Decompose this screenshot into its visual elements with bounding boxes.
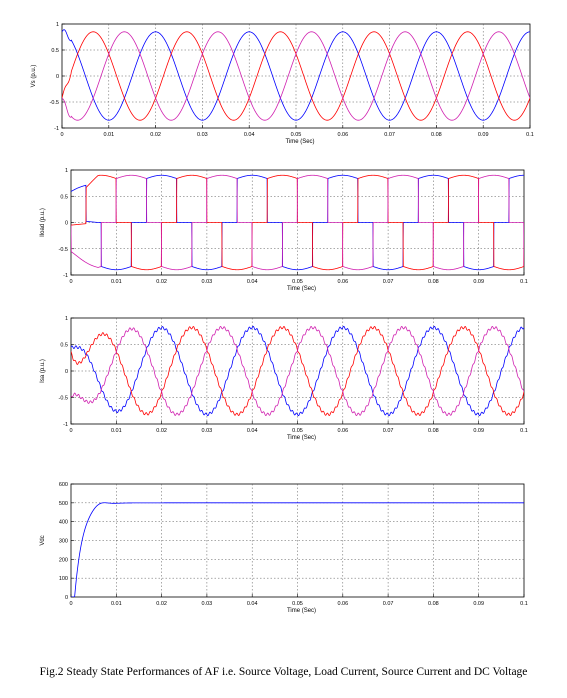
x-tick-label: 0.03 bbox=[202, 279, 213, 285]
chart-2: 0 0.01 0.02 0.03 0.04 0.05 0.06 0.07 0.08 0.09 0.1… bbox=[40, 168, 528, 292]
y-tick-label: 0 bbox=[65, 369, 68, 375]
x-tick-label: 0 bbox=[69, 279, 72, 285]
x-tick-label: 0 bbox=[60, 132, 63, 138]
y-tick-label: 400 bbox=[59, 520, 68, 526]
series-line-3 bbox=[62, 31, 530, 121]
x-tick-label: 0.05 bbox=[291, 132, 302, 138]
x-tick-label: 0.07 bbox=[383, 279, 394, 285]
x-tick-label: 0.05 bbox=[292, 428, 303, 434]
chart-4: 0 0.01 0.02 0.03 0.04 0.05 0.06 0.07 0.08 0.09 0.1… bbox=[40, 482, 528, 614]
x-tick-label: 0.05 bbox=[292, 601, 303, 607]
x-tick-label: 0.09 bbox=[478, 132, 489, 138]
x-tick-label: 0.1 bbox=[520, 601, 528, 607]
y-tick-label: -1 bbox=[63, 273, 68, 279]
x-tick-label: 0.08 bbox=[428, 428, 439, 434]
y-tick-label: 0 bbox=[56, 74, 59, 80]
x-tick-label: 0.01 bbox=[111, 428, 122, 434]
y-tick-label: 1 bbox=[65, 168, 68, 174]
y-axis-label: Vdc bbox=[40, 535, 46, 545]
figure-caption: Fig.2 Steady State Performances of AF i.… bbox=[39, 666, 528, 678]
y-tick-label: 100 bbox=[59, 576, 68, 582]
y-tick-label: 0 bbox=[65, 595, 68, 601]
x-axis-label: Time (Sec) bbox=[287, 286, 316, 292]
x-tick-label: 0.04 bbox=[244, 132, 255, 138]
x-tick-label: 0.04 bbox=[247, 428, 258, 434]
y-tick-label: 0.5 bbox=[51, 48, 59, 54]
chart-3: 0 0.01 0.02 0.03 0.04 0.05 0.06 0.07 0.08 0.09 0.1… bbox=[40, 316, 528, 441]
x-tick-label: 0.04 bbox=[247, 279, 258, 285]
series-line-3 bbox=[71, 174, 524, 271]
x-tick-label: 0.08 bbox=[428, 601, 439, 607]
x-tick-label: 0.1 bbox=[520, 428, 528, 434]
y-tick-label: -0.5 bbox=[59, 396, 68, 402]
x-tick-label: 0.07 bbox=[384, 132, 395, 138]
chart-1: 0 0.01 0.02 0.03 0.04 0.05 0.06 0.07 0.08 0.09 0.1… bbox=[31, 22, 534, 145]
y-axis-label: Iload (p.u.) bbox=[40, 208, 46, 237]
x-tick-label: 0.03 bbox=[202, 601, 213, 607]
x-tick-label: 0.01 bbox=[111, 279, 122, 285]
x-tick-label: 0.02 bbox=[156, 428, 167, 434]
x-axis-label: Time (Sec) bbox=[287, 608, 316, 614]
y-tick-label: 600 bbox=[59, 482, 68, 488]
x-tick-label: 0.1 bbox=[520, 279, 528, 285]
x-tick-label: 0.08 bbox=[428, 279, 439, 285]
x-tick-label: 0.02 bbox=[156, 279, 167, 285]
x-tick-label: 0.06 bbox=[337, 279, 348, 285]
y-tick-label: 0.5 bbox=[60, 194, 68, 200]
y-tick-label: 0.5 bbox=[60, 343, 68, 349]
x-tick-label: 0 bbox=[69, 601, 72, 607]
y-tick-label: 1 bbox=[56, 22, 59, 28]
x-tick-label: 0.05 bbox=[292, 279, 303, 285]
x-tick-label: 0 bbox=[69, 428, 72, 434]
y-axis-label: Vs (p.u.) bbox=[31, 65, 37, 88]
y-tick-label: 300 bbox=[59, 539, 68, 545]
x-tick-label: 0.02 bbox=[150, 132, 161, 138]
x-tick-label: 0.08 bbox=[431, 132, 442, 138]
y-tick-label: -0.5 bbox=[59, 247, 68, 253]
y-axis-label: Isa (p.u.) bbox=[40, 359, 46, 383]
x-tick-label: 0.03 bbox=[202, 428, 213, 434]
x-tick-label: 0.09 bbox=[473, 279, 484, 285]
y-tick-label: 1 bbox=[65, 316, 68, 322]
x-tick-label: 0.01 bbox=[103, 132, 114, 138]
x-tick-label: 0.06 bbox=[337, 132, 348, 138]
x-tick-label: 0.06 bbox=[337, 601, 348, 607]
x-tick-label: 0.07 bbox=[383, 428, 394, 434]
x-tick-label: 0.03 bbox=[197, 132, 208, 138]
x-tick-label: 0.04 bbox=[247, 601, 258, 607]
x-axis-label: Time (Sec) bbox=[285, 139, 314, 145]
x-tick-label: 0.1 bbox=[526, 132, 534, 138]
y-tick-label: 0 bbox=[65, 221, 68, 227]
x-tick-label: 0.06 bbox=[337, 428, 348, 434]
y-tick-label: 200 bbox=[59, 557, 68, 563]
x-tick-label: 0.07 bbox=[383, 601, 394, 607]
x-tick-label: 0.09 bbox=[473, 428, 484, 434]
x-axis-label: Time (Sec) bbox=[287, 435, 316, 441]
x-tick-label: 0.01 bbox=[111, 601, 122, 607]
x-tick-label: 0.02 bbox=[156, 601, 167, 607]
y-tick-label: -1 bbox=[54, 126, 59, 132]
y-tick-label: 500 bbox=[59, 501, 68, 507]
y-tick-label: -0.5 bbox=[50, 100, 59, 106]
x-tick-label: 0.09 bbox=[473, 601, 484, 607]
series-line-3 bbox=[71, 325, 524, 417]
y-tick-label: -1 bbox=[63, 422, 68, 428]
series-line-1 bbox=[71, 502, 524, 597]
